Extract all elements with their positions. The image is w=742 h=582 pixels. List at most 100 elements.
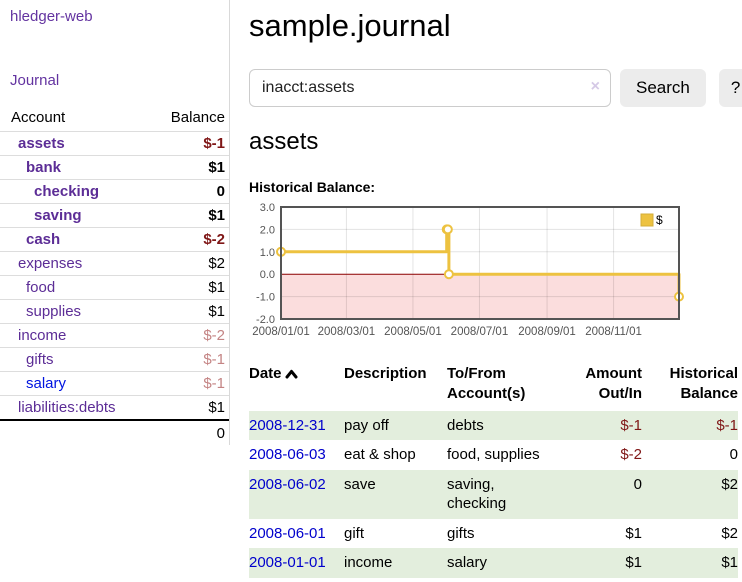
register-row: 2008-01-01 income salary $1 $1: [249, 548, 738, 578]
svg-text:0.0: 0.0: [260, 269, 275, 281]
sidebar-account-link[interactable]: salary: [26, 375, 67, 392]
register-row: 2008-06-01 gift gifts $1 $2: [249, 519, 738, 549]
account-balance: $1: [208, 399, 225, 416]
account-balance: $2: [208, 255, 225, 272]
register-description: pay off: [344, 416, 389, 434]
svg-text:2008/11/01: 2008/11/01: [585, 326, 642, 338]
register-accounts: debts: [447, 416, 484, 434]
account-balance: $1: [208, 159, 225, 176]
sidebar-item-journal[interactable]: Journal: [10, 72, 60, 89]
account-row: gifts $-1: [0, 347, 229, 372]
chart-title: Historical Balance:: [249, 179, 376, 195]
sidebar-account-link[interactable]: saving: [34, 207, 82, 224]
legend-swatch: [640, 213, 654, 227]
register-description: gift: [344, 524, 365, 542]
sort-ascending-icon: [285, 365, 298, 385]
register-row: 2008-06-03 eat & shop food, supplies $-2 0: [249, 440, 738, 470]
account-row: food $1: [0, 275, 229, 300]
accounts-header-account: Account: [11, 109, 66, 126]
clear-search-icon[interactable]: ×: [590, 78, 600, 95]
svg-text:2008/07/01: 2008/07/01: [451, 326, 509, 338]
register-date-link[interactable]: 2008-01-01: [249, 554, 326, 571]
sidebar-account-link[interactable]: gifts: [26, 351, 54, 368]
sidebar-account-link[interactable]: bank: [26, 159, 62, 176]
register-balance: $1: [721, 554, 738, 571]
account-balance: $1: [208, 279, 225, 296]
app-title-link[interactable]: hledger-web: [10, 8, 93, 25]
register-description: income: [344, 554, 393, 571]
sidebar-account-link[interactable]: income: [18, 327, 67, 344]
register-amount: $-1: [620, 416, 642, 434]
svg-text:2008/01/01: 2008/01/01: [252, 326, 310, 338]
main-content: sample.journal × Search ? assets Histori…: [249, 0, 742, 578]
register-date-link[interactable]: 2008-12-31: [249, 416, 326, 434]
register-date-link[interactable]: 2008-06-02: [249, 475, 326, 493]
register-table: Date Description To/From Account(s) Amou…: [249, 362, 738, 578]
legend-label: $: [656, 213, 663, 227]
register-header-date[interactable]: Date: [249, 362, 344, 411]
register-balance: $2: [721, 475, 738, 493]
account-row: salary $-1: [0, 371, 229, 396]
account-row: saving $1: [0, 203, 229, 228]
account-balance: $-1: [203, 135, 225, 152]
register-header-amount: Amount Out/In: [585, 365, 642, 403]
svg-text:2.0: 2.0: [260, 224, 275, 236]
svg-text:-1.0: -1.0: [256, 292, 275, 304]
account-row: checking 0: [0, 179, 229, 204]
register-header-description: Description: [344, 365, 427, 382]
sidebar-account-link[interactable]: assets: [18, 135, 65, 152]
svg-text:2008/05/01: 2008/05/01: [384, 326, 442, 338]
register-accounts: gifts: [447, 524, 475, 542]
account-balance: $-2: [203, 231, 225, 248]
accounts-total-row: 0: [0, 419, 229, 445]
historical-balance-chart[interactable]: $3.0 2.0 1.0 0.0 -1.0 -2.0 2008/01/01 2008/03/0…: [249, 201, 686, 347]
register-date-link[interactable]: 2008-06-03: [249, 446, 326, 463]
account-heading: assets: [249, 128, 319, 155]
sidebar: hledger-web Journal Account Balance asse…: [0, 0, 230, 445]
register-amount: $1: [625, 524, 642, 542]
sidebar-account-link[interactable]: cash: [26, 231, 61, 248]
register-row: 2008-12-31 pay off debts $-1 $-1: [249, 410, 738, 440]
register-header-accounts: To/From Account(s): [447, 365, 526, 403]
sidebar-account-link[interactable]: checking: [34, 183, 100, 200]
account-row: liabilities:debts $1: [0, 395, 229, 421]
account-row: expenses $2: [0, 251, 229, 276]
search-input[interactable]: [249, 69, 611, 107]
sidebar-account-link[interactable]: supplies: [26, 303, 82, 320]
register-accounts: food, supplies: [447, 446, 540, 463]
help-button[interactable]: ?: [718, 69, 742, 107]
svg-text:2008/03/01: 2008/03/01: [318, 326, 376, 338]
sidebar-account-link[interactable]: food: [26, 279, 56, 296]
register-row: 2008-06-02 save saving, checking 0 $2: [249, 469, 738, 519]
svg-text:2008/09/01: 2008/09/01: [518, 326, 576, 338]
register-amount: $-2: [620, 446, 642, 463]
register-amount: 0: [633, 475, 642, 493]
account-balance: 0: [216, 183, 225, 200]
register-description: save: [344, 475, 376, 493]
sidebar-account-link[interactable]: liabilities:debts: [18, 399, 116, 416]
register-accounts: saving, checking: [447, 475, 507, 513]
search-button[interactable]: Search: [620, 69, 706, 107]
register-balance: 0: [729, 446, 738, 463]
register-header-balance: Historical Balance: [669, 365, 738, 403]
account-row: bank $1: [0, 155, 229, 180]
page-title: sample.journal: [249, 8, 451, 43]
account-balance: $-1: [203, 351, 225, 368]
register-date-link[interactable]: 2008-06-01: [249, 524, 326, 542]
register-balance: $2: [721, 524, 738, 542]
register-amount: $1: [625, 554, 642, 571]
account-row: income $-2: [0, 323, 229, 348]
account-row: supplies $1: [0, 299, 229, 324]
register-balance: $-1: [716, 416, 738, 434]
account-balance: $1: [208, 303, 225, 320]
account-balance: $1: [208, 207, 225, 224]
account-row: cash $-2: [0, 227, 229, 252]
account-balance: $-2: [203, 327, 225, 344]
svg-text:1.0: 1.0: [260, 247, 275, 259]
sidebar-account-link[interactable]: expenses: [18, 255, 83, 272]
svg-text:-2.0: -2.0: [256, 314, 275, 326]
register-description: eat & shop: [344, 446, 416, 463]
svg-text:3.0: 3.0: [260, 202, 275, 214]
search-row: × Search ?: [249, 69, 742, 107]
